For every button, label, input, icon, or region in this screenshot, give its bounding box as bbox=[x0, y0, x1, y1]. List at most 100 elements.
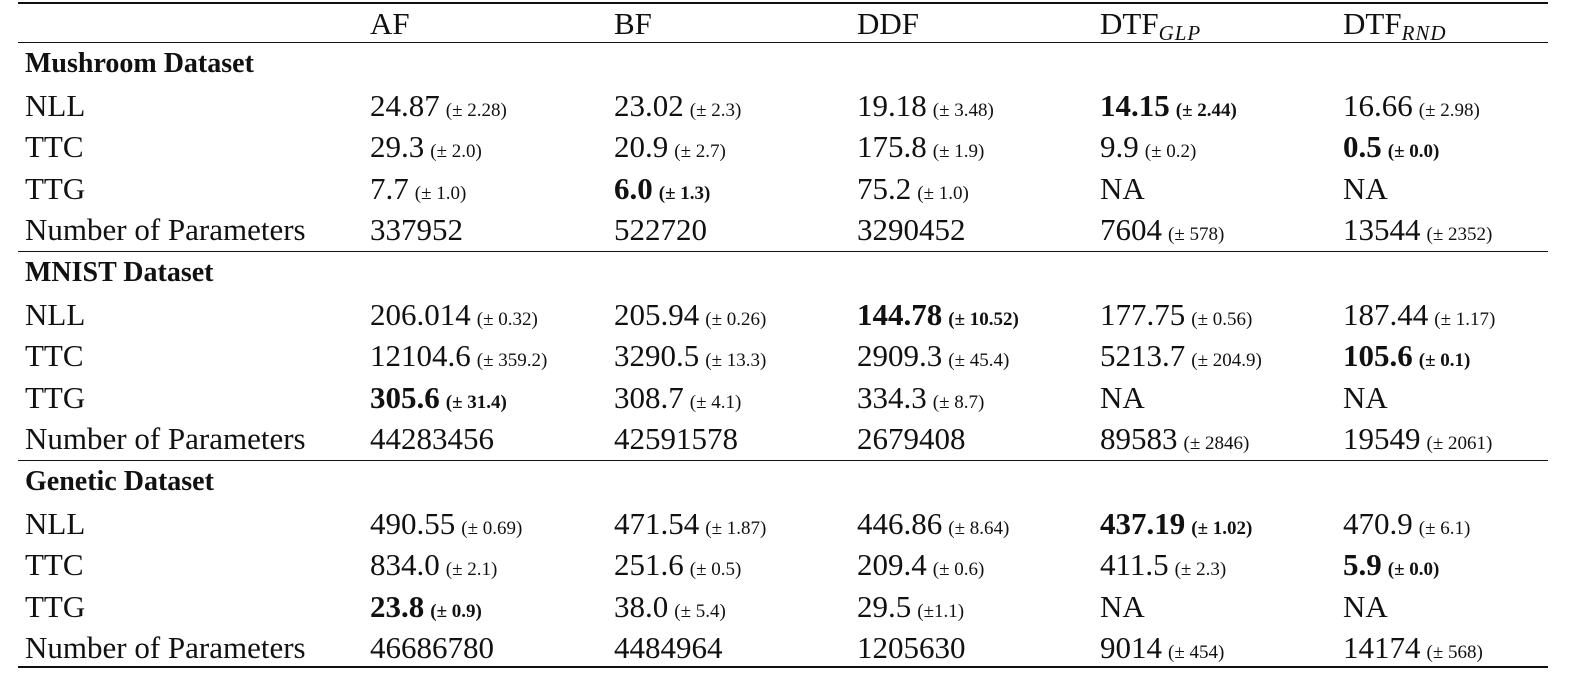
table-cell: 6.0 (± 1.3) bbox=[614, 173, 710, 204]
cell-value: NA bbox=[1100, 588, 1145, 624]
column-header: DTFGLP bbox=[1100, 8, 1201, 44]
table-cell: 206.014 (± 0.32) bbox=[370, 299, 538, 330]
cell-std: (± 0.2) bbox=[1144, 141, 1197, 163]
cell-std: (± 10.52) bbox=[948, 308, 1019, 330]
row-label: Number of Parameters bbox=[25, 630, 306, 666]
cell-std: (± 0.9) bbox=[430, 600, 482, 622]
cell-value: 470.9 bbox=[1343, 505, 1413, 541]
cell-value: 305.6 bbox=[370, 379, 440, 415]
cell-value: 6.0 bbox=[614, 170, 653, 206]
cell-value: 0.5 bbox=[1343, 129, 1382, 165]
table-cell: NA bbox=[1343, 591, 1388, 622]
column-header: BF bbox=[614, 8, 652, 39]
cell-std: (± 2061) bbox=[1426, 433, 1493, 455]
top-rule bbox=[18, 2, 1548, 4]
cell-std: (± 0.0) bbox=[1387, 141, 1440, 163]
cell-value: 42591578 bbox=[614, 421, 738, 457]
table-cell: 14174 (± 568) bbox=[1343, 632, 1483, 663]
cell-value: 2909.3 bbox=[857, 338, 943, 374]
cell-value: 5213.7 bbox=[1100, 338, 1186, 374]
cell-value: 89583 bbox=[1100, 421, 1178, 457]
table-cell: 12104.6 (± 359.2) bbox=[370, 340, 547, 371]
cell-value: 14.15 bbox=[1100, 87, 1170, 123]
row-label: TTG bbox=[25, 379, 86, 415]
cell-std: (± 2352) bbox=[1426, 224, 1493, 246]
section-rule bbox=[18, 251, 1548, 252]
table-cell: 3290.5 (± 13.3) bbox=[614, 340, 766, 371]
table-cell: 2679408 bbox=[857, 423, 966, 454]
table-cell: 1205630 bbox=[857, 632, 966, 663]
table-cell: 144.78 (± 10.52) bbox=[857, 299, 1019, 330]
cell-value: 44283456 bbox=[370, 421, 494, 457]
cell-value: 13544 bbox=[1343, 212, 1421, 248]
cell-value: 19549 bbox=[1343, 421, 1421, 457]
cell-std: (± 0.0) bbox=[1387, 559, 1440, 581]
table-cell: NA bbox=[1100, 382, 1145, 413]
table-cell: 29.3 (± 2.0) bbox=[370, 131, 482, 162]
table-cell: NA bbox=[1343, 382, 1388, 413]
table-cell: NA bbox=[1100, 591, 1145, 622]
table-cell: 5213.7 (± 204.9) bbox=[1100, 340, 1262, 371]
table-cell: 3290452 bbox=[857, 214, 966, 245]
table-cell: 308.7 (± 4.1) bbox=[614, 382, 741, 413]
cell-value: 105.6 bbox=[1343, 338, 1413, 374]
cell-std: (± 8.7) bbox=[932, 391, 985, 413]
cell-std: (± 4.1) bbox=[689, 391, 742, 413]
cell-value: 446.86 bbox=[857, 505, 943, 541]
cell-std: (± 1.02) bbox=[1191, 517, 1253, 539]
table-cell: 105.6 (± 0.1) bbox=[1343, 340, 1470, 371]
cell-value: 46686780 bbox=[370, 630, 494, 666]
cell-std: (± 359.2) bbox=[476, 350, 548, 372]
cell-std: (± 13.3) bbox=[705, 350, 767, 372]
cell-value: 2679408 bbox=[857, 421, 966, 457]
table-cell: 411.5 (± 2.3) bbox=[1100, 549, 1226, 580]
cell-std: (± 5.4) bbox=[674, 600, 726, 622]
cell-std: (± 31.4) bbox=[445, 391, 507, 413]
table-cell: 7.7 (± 1.0) bbox=[370, 173, 466, 204]
cell-value: 19.18 bbox=[857, 87, 927, 123]
cell-value: 7604 bbox=[1100, 212, 1162, 248]
cell-value: 12104.6 bbox=[370, 338, 471, 374]
table-cell: 177.75 (± 0.56) bbox=[1100, 299, 1252, 330]
cell-std: (± 2.98) bbox=[1418, 99, 1480, 121]
section-rule bbox=[18, 460, 1548, 461]
row-label: TTC bbox=[25, 129, 84, 165]
table-cell: 9.9 (± 0.2) bbox=[1100, 131, 1196, 162]
cell-value: NA bbox=[1343, 379, 1388, 415]
cell-value: 251.6 bbox=[614, 547, 684, 583]
table-cell: 4484964 bbox=[614, 632, 723, 663]
cell-value: 3290452 bbox=[857, 212, 966, 248]
table-cell: 38.0 (± 5.4) bbox=[614, 591, 726, 622]
table-cell: 205.94 (± 0.26) bbox=[614, 299, 766, 330]
table-cell: 13544 (± 2352) bbox=[1343, 214, 1492, 245]
cell-std: (± 1.87) bbox=[705, 517, 767, 539]
table-cell: 19549 (± 2061) bbox=[1343, 423, 1492, 454]
table-cell: 437.19 (± 1.02) bbox=[1100, 508, 1252, 539]
table-cell: 75.2 (± 1.0) bbox=[857, 173, 969, 204]
cell-std: (± 0.1) bbox=[1418, 350, 1471, 372]
cell-std: (± 45.4) bbox=[948, 350, 1010, 372]
table-cell: 29.5 (±1.1) bbox=[857, 591, 964, 622]
cell-std: (± 1.0) bbox=[917, 182, 969, 204]
cell-std: (± 2.28) bbox=[445, 99, 507, 121]
cell-std: (± 6.1) bbox=[1418, 517, 1471, 539]
cell-std: (± 2.7) bbox=[674, 141, 726, 163]
cell-std: (± 204.9) bbox=[1191, 350, 1262, 372]
column-header-name: DTF bbox=[1100, 6, 1159, 41]
cell-value: 437.19 bbox=[1100, 505, 1186, 541]
table-cell: 46686780 bbox=[370, 632, 494, 663]
cell-std: (± 0.26) bbox=[705, 308, 767, 330]
row-label: Number of Parameters bbox=[25, 212, 306, 248]
row-label: TTG bbox=[25, 170, 86, 206]
cell-value: 29.3 bbox=[370, 129, 425, 165]
cell-value: NA bbox=[1343, 170, 1388, 206]
cell-std: (± 0.6) bbox=[932, 559, 985, 581]
bottom-rule bbox=[18, 666, 1548, 668]
cell-value: 206.014 bbox=[370, 296, 471, 332]
cell-std: (± 0.32) bbox=[476, 308, 538, 330]
cell-value: 9.9 bbox=[1100, 129, 1139, 165]
cell-value: 38.0 bbox=[614, 588, 669, 624]
cell-std: (±1.1) bbox=[917, 600, 965, 622]
table-cell: 470.9 (± 6.1) bbox=[1343, 508, 1470, 539]
cell-std: (± 1.9) bbox=[932, 141, 985, 163]
